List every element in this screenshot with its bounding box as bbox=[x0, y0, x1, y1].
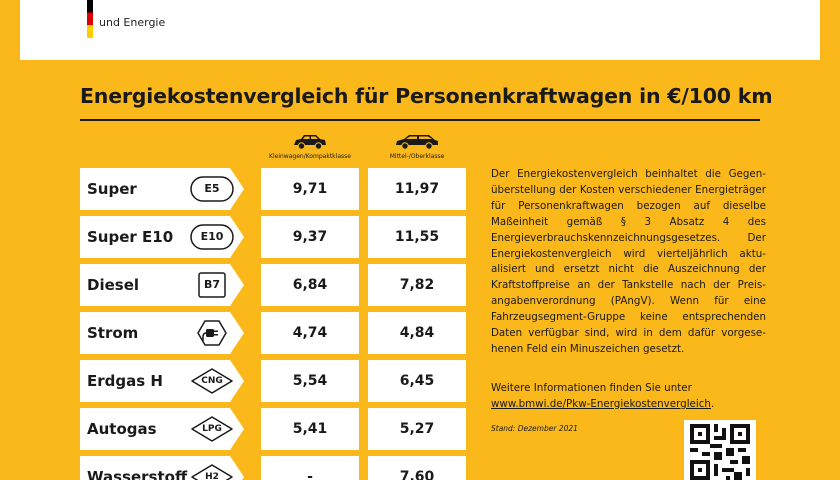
fuel-symbol-label: E5 bbox=[204, 182, 220, 195]
fuel-tag: Autogas LPG bbox=[80, 408, 244, 450]
value-large-cars: 5,27 bbox=[368, 408, 466, 450]
ministry-name: und Energie bbox=[99, 16, 166, 29]
more-info: Weitere Informationen finden Sie unter w… bbox=[491, 381, 766, 413]
fuel-symbol-e10: E10 bbox=[190, 224, 234, 250]
fuel-name: Super E10 bbox=[87, 228, 174, 246]
fuel-symbol-e5: E5 bbox=[190, 176, 234, 202]
value-large-cars: 6,45 bbox=[368, 360, 466, 402]
fuel-tag: Strom bbox=[80, 312, 244, 354]
large-car-icon bbox=[396, 135, 438, 150]
fuel-symbol-label: CNG bbox=[201, 376, 223, 386]
column-header-small-cars: Kleinwagen/Kompaktklasse bbox=[261, 134, 359, 160]
description-text: Der Energiekostenvergleich beinhaltet di… bbox=[491, 168, 766, 355]
fuel-tag: Wasserstoff H2 bbox=[80, 456, 244, 480]
fuel-symbol-label: B7 bbox=[203, 278, 221, 291]
column-label-small-cars: Kleinwagen/Kompaktklasse bbox=[269, 153, 351, 160]
column-header-large-cars: Mittel-/Oberklasse bbox=[368, 134, 466, 160]
info-link[interactable]: www.bmwi.de/Pkw-Energiekostenvergleich bbox=[491, 397, 711, 410]
value-small-cars: 4,74 bbox=[261, 312, 359, 354]
fuel-symbol-h2: H2 bbox=[190, 464, 234, 480]
value-large-cars: 4,84 bbox=[368, 312, 466, 354]
fuel-name: Wasserstoff bbox=[87, 468, 188, 480]
small-car-icon bbox=[294, 135, 326, 150]
date-stamp: Stand: Dezember 2021 bbox=[491, 424, 578, 433]
fuel-tag: Diesel B7 bbox=[80, 264, 244, 306]
fuel-name: Super bbox=[87, 180, 137, 198]
fuel-tag: Erdgas H CNG bbox=[80, 360, 244, 402]
ministry-banner: und Energie bbox=[20, 0, 820, 60]
qr-code[interactable] bbox=[684, 420, 756, 480]
fuel-tag: Super E5 bbox=[80, 168, 244, 210]
fuel-name: Strom bbox=[87, 324, 139, 342]
fuel-name: Autogas bbox=[87, 420, 157, 438]
fuel-symbol-label: LPG bbox=[202, 424, 222, 434]
column-label-large-cars: Mittel-/Oberklasse bbox=[389, 153, 445, 160]
value-large-cars: 7,60 bbox=[368, 456, 466, 480]
link-suffix: . bbox=[710, 397, 715, 410]
title-divider bbox=[80, 119, 760, 121]
page-title: Energiekostenvergleich für Personenkraft… bbox=[80, 84, 773, 108]
value-large-cars: 7,82 bbox=[368, 264, 466, 306]
qr-code-icon bbox=[690, 424, 750, 480]
german-flag-bar bbox=[87, 0, 93, 38]
value-small-cars: 9,71 bbox=[261, 168, 359, 210]
fuel-tag: Super E10 E10 bbox=[80, 216, 244, 258]
fuel-name: Erdgas H bbox=[87, 372, 163, 390]
fuel-symbol-label: H2 bbox=[205, 472, 219, 480]
value-small-cars: 6,84 bbox=[261, 264, 359, 306]
value-small-cars: - bbox=[261, 456, 359, 480]
fuel-symbol-label: E10 bbox=[200, 230, 224, 243]
value-small-cars: 5,41 bbox=[261, 408, 359, 450]
electric-plug-icon bbox=[190, 320, 234, 346]
value-large-cars: 11,97 bbox=[368, 168, 466, 210]
value-small-cars: 9,37 bbox=[261, 216, 359, 258]
fuel-symbol-cng: CNG bbox=[190, 368, 234, 394]
value-large-cars: 11,55 bbox=[368, 216, 466, 258]
fuel-symbol-b7: B7 bbox=[190, 272, 234, 298]
fuel-name: Diesel bbox=[87, 276, 140, 294]
more-info-text: Weitere Informationen finden Sie unter bbox=[491, 382, 692, 394]
fuel-symbol-lpg: LPG bbox=[190, 416, 234, 442]
value-small-cars: 5,54 bbox=[261, 360, 359, 402]
